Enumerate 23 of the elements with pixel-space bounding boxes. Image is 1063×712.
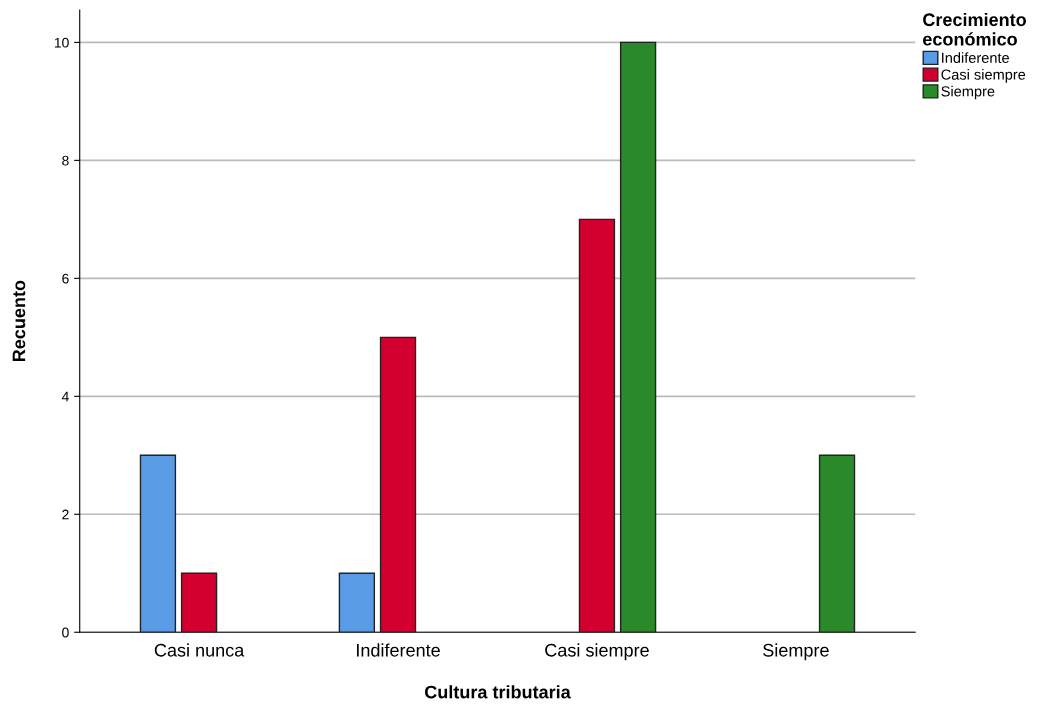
x-axis-title: Cultura tributaria <box>425 685 571 699</box>
bar <box>818 454 856 633</box>
y-tick-label: 0 <box>62 627 69 638</box>
x-tick-label: Casi nunca <box>154 643 245 657</box>
bar <box>578 218 616 633</box>
bar <box>139 454 177 633</box>
bar <box>180 572 218 633</box>
x-tick-label: Siempre <box>763 643 829 661</box>
x-tick-label: Indiferente <box>357 643 440 657</box>
y-tick-label: 10 <box>54 37 69 48</box>
y-axis-title: Recuento <box>12 280 26 362</box>
x-tick-label: Casi siempre <box>545 643 649 661</box>
y-tick-label: 8 <box>62 155 69 166</box>
y-tick-label: 4 <box>61 391 69 402</box>
legend-label: Siempre <box>941 85 995 100</box>
bar <box>619 41 657 633</box>
legend-label: Indiferente <box>942 52 1009 64</box>
legend-label: Casi siempre <box>941 69 1026 83</box>
legend-title: Crecimiento económico <box>923 12 1026 46</box>
bar <box>379 336 417 633</box>
y-tick-label: 6 <box>62 273 69 284</box>
y-tick-label: 2 <box>62 509 69 520</box>
bar <box>338 572 376 633</box>
